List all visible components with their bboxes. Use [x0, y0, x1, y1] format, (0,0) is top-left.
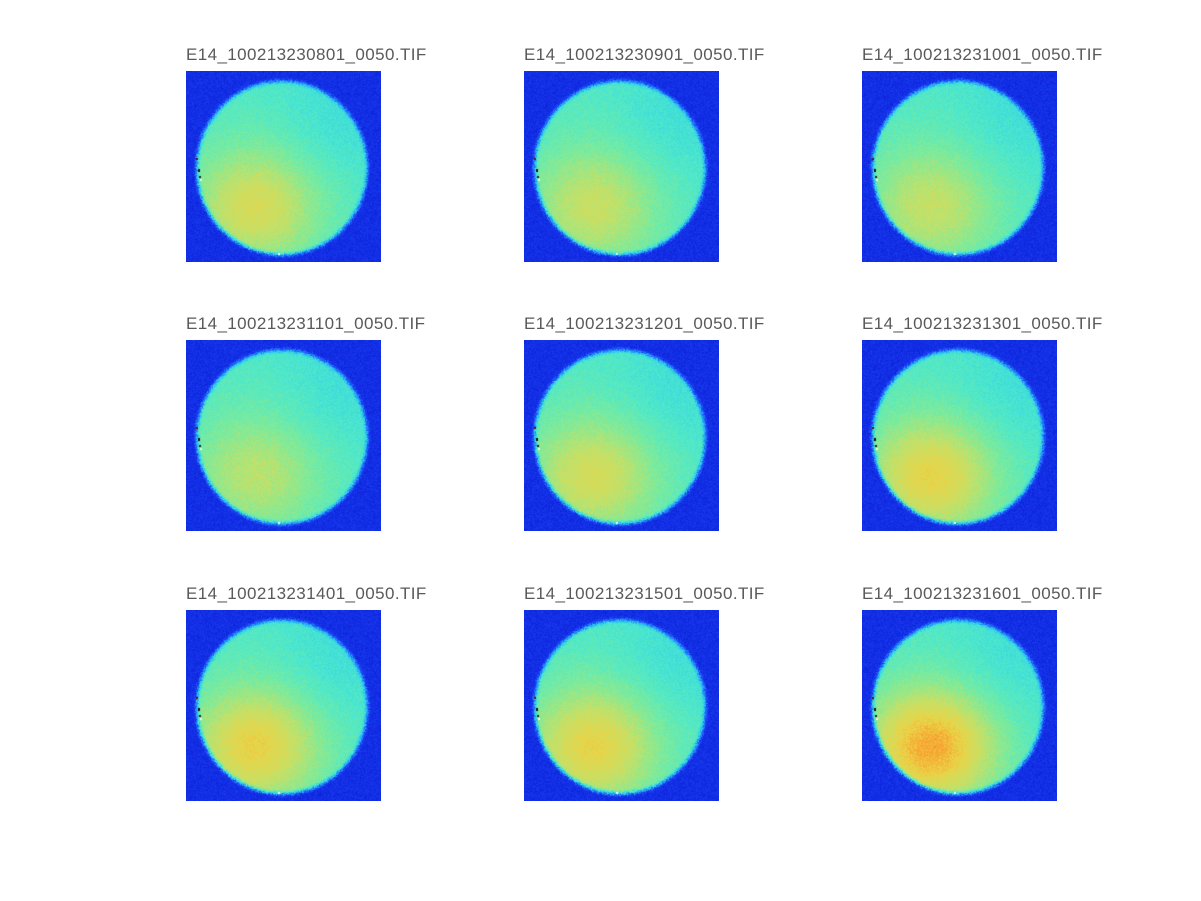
tif-false-color-image [186, 71, 381, 262]
image-title: E14_100213230801_0050.TIF [186, 45, 427, 64]
image-title: E14_100213231301_0050.TIF [862, 314, 1103, 333]
image-title: E14_100213231101_0050.TIF [186, 314, 426, 333]
subplot-panel: E14_100213231301_0050.TIF [862, 315, 1122, 531]
image-title: E14_100213231601_0050.TIF [862, 584, 1103, 603]
tif-false-color-image [862, 71, 1057, 262]
image-title: E14_100213231201_0050.TIF [524, 314, 765, 333]
tif-false-color-image [524, 340, 719, 531]
subplot-panel: E14_100213230901_0050.TIF [524, 46, 784, 262]
subplot-panel: E14_100213231601_0050.TIF [862, 585, 1122, 801]
image-title: E14_100213231001_0050.TIF [862, 45, 1103, 64]
subplot-panel: E14_100213231401_0050.TIF [186, 585, 446, 801]
subplot-panel: E14_100213230801_0050.TIF [186, 46, 446, 262]
subplot-panel: E14_100213231001_0050.TIF [862, 46, 1122, 262]
tif-false-color-image [862, 340, 1057, 531]
subplot-panel: E14_100213231101_0050.TIF [186, 315, 446, 531]
tif-false-color-image [524, 71, 719, 262]
tif-false-color-image [862, 610, 1057, 801]
image-title: E14_100213231501_0050.TIF [524, 584, 765, 603]
tif-false-color-image [186, 340, 381, 531]
subplot-panel: E14_100213231201_0050.TIF [524, 315, 784, 531]
image-title: E14_100213231401_0050.TIF [186, 584, 427, 603]
tif-false-color-image [524, 610, 719, 801]
image-title: E14_100213230901_0050.TIF [524, 45, 765, 64]
tif-false-color-image [186, 610, 381, 801]
subplot-panel: E14_100213231501_0050.TIF [524, 585, 784, 801]
